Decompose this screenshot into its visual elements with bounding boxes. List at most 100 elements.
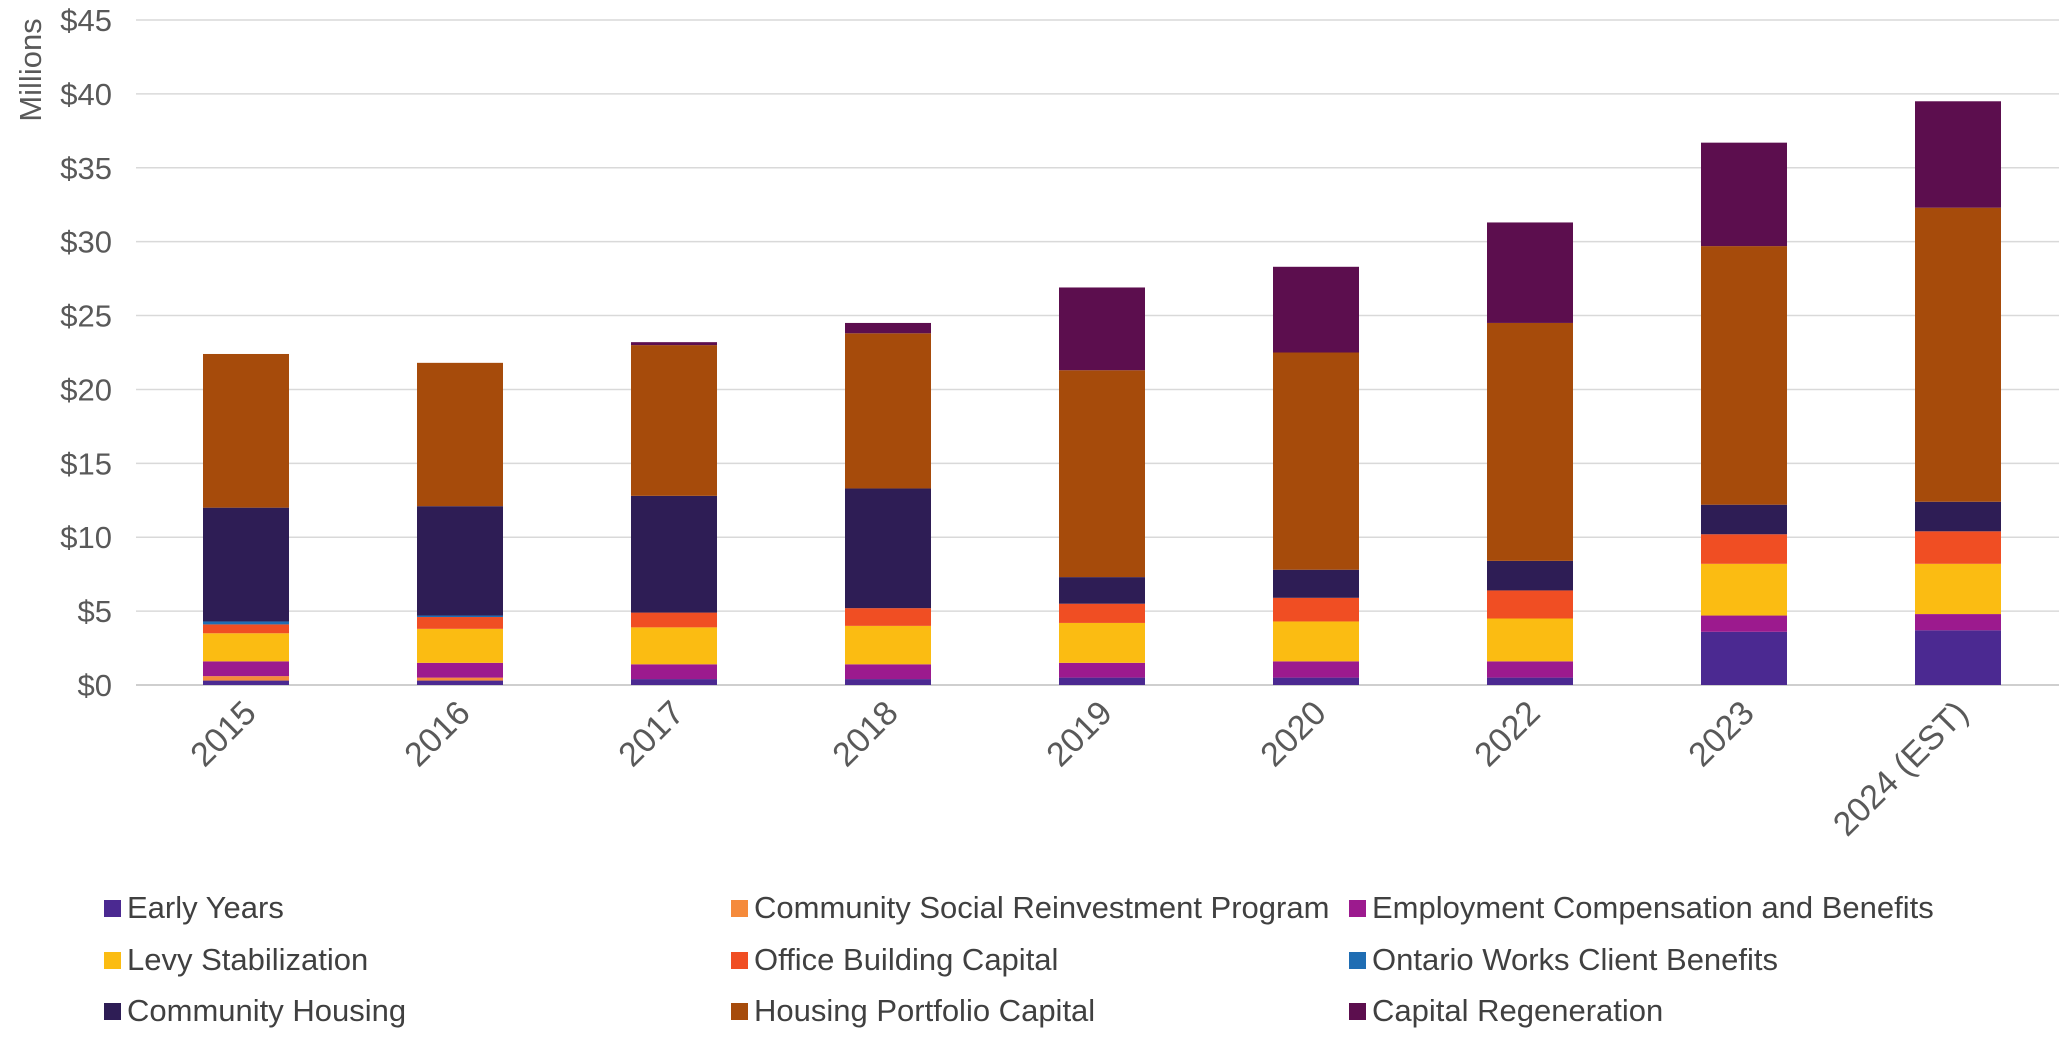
- x-tick-label: 2015: [183, 694, 263, 774]
- bar-segment: [203, 680, 289, 685]
- x-tick-label: 2023: [1681, 694, 1761, 774]
- bar-segment: [1915, 630, 2001, 685]
- bar-segment: [845, 608, 931, 626]
- bar-segment: [1701, 246, 1787, 505]
- bar-segment: [1059, 622, 1145, 663]
- bar-segment: [1701, 504, 1787, 535]
- bar-segment: [845, 488, 931, 609]
- legend-item: Early Years: [104, 890, 284, 926]
- bar-segment: [845, 333, 931, 489]
- legend-swatch: [731, 951, 748, 969]
- x-tick-label: 2024 (EST): [1826, 694, 1976, 844]
- legend-item: Community Housing: [104, 993, 406, 1029]
- bar-segment: [1487, 222, 1573, 323]
- bar-segment: [631, 345, 717, 496]
- legend-label: Ontario Works Client Benefits: [1372, 942, 1779, 977]
- legend-swatch: [731, 899, 748, 917]
- bar-segment: [203, 633, 289, 662]
- legend-item: Office Building Capital: [731, 942, 1058, 978]
- legend-item: Capital Regeneration: [1349, 993, 1663, 1029]
- legend-label: Housing Portfolio Capital: [754, 993, 1096, 1028]
- bar-segment: [203, 624, 289, 634]
- x-tick-labels: 2015 2016 2017 2018 2019 2020 2022 2023 2024 (ES…: [183, 694, 1975, 844]
- bar-segment: [1487, 590, 1573, 619]
- bar-segment: [631, 664, 717, 680]
- legend-label: Community Social Reinvestment Program: [754, 890, 1330, 925]
- legend-label: Office Building Capital: [754, 942, 1059, 977]
- legend-swatch: [1349, 1002, 1366, 1020]
- x-tick-label: 2019: [1039, 694, 1119, 774]
- x-tick-label: 2022: [1467, 694, 1547, 774]
- y-tick-label: $20: [60, 372, 112, 407]
- y-tick-label: $45: [60, 3, 112, 38]
- bar-segment: [631, 495, 717, 613]
- legend-item: Ontario Works Client Benefits: [1349, 942, 1778, 978]
- legend-label: Early Years: [127, 890, 284, 925]
- bar-segment: [1701, 615, 1787, 632]
- y-tick-label: $5: [78, 594, 112, 629]
- bar-segment: [1487, 618, 1573, 662]
- bar-segment: [1701, 631, 1787, 685]
- x-tick-label: 2018: [825, 694, 905, 774]
- legend-item: Employment Compensation and Benefits: [1349, 890, 1934, 926]
- bar-segment: [845, 625, 931, 665]
- stacked-bar-chart: $0$5$10$15$20$25$30$35$40$45 2015 2016 201…: [13, 3, 2059, 844]
- y-tick-label: $10: [60, 520, 112, 555]
- y-tick-label: $15: [60, 446, 112, 481]
- bar-segment: [1915, 531, 2001, 564]
- legend-label: Levy Stabilization: [127, 942, 369, 977]
- legend-swatch: [1349, 951, 1366, 969]
- bar-segment: [417, 506, 503, 616]
- bar-segment: [1059, 577, 1145, 604]
- bar-segment: [1487, 560, 1573, 591]
- bar-segment: [203, 353, 289, 508]
- legend-swatch: [104, 899, 121, 917]
- legend-swatch: [104, 951, 121, 969]
- bar-segment: [845, 679, 931, 685]
- legend-swatch: [104, 1002, 121, 1020]
- bar-segment: [631, 342, 717, 346]
- legend-swatch: [1349, 899, 1366, 917]
- y-tick-label: $0: [78, 668, 112, 703]
- bar-segment: [1487, 677, 1573, 685]
- bar-segment: [417, 628, 503, 663]
- legend-label: Community Housing: [127, 993, 407, 1028]
- bar-segment: [1915, 614, 2001, 631]
- y-tick-labels: $0 $5 $10 $15 $20 $25 $30 $35 $40 $45: [60, 3, 112, 703]
- bar-segment: [1059, 287, 1145, 371]
- bar-segment: [1701, 534, 1787, 564]
- bar-segment: [1059, 603, 1145, 623]
- bar-segment: [1701, 563, 1787, 616]
- bar-segment: [1915, 207, 2001, 502]
- bar-segment: [417, 680, 503, 685]
- legend-item: Community Social Reinvestment Program: [731, 890, 1329, 926]
- bar-segment: [845, 322, 931, 334]
- bar-segment: [631, 627, 717, 665]
- legend-swatch: [731, 1002, 748, 1020]
- y-axis-label: Millions: [13, 18, 48, 121]
- bar-segment: [417, 662, 503, 678]
- bar-segment: [1273, 621, 1359, 662]
- bar-segment: [1915, 101, 2001, 208]
- bar-segment: [417, 617, 503, 629]
- bar-segment: [203, 621, 289, 625]
- x-tick-label: 2020: [1253, 694, 1333, 774]
- bar-segment: [1273, 266, 1359, 353]
- bar-segment: [1273, 352, 1359, 570]
- legend-label: Capital Regeneration: [1372, 993, 1664, 1028]
- x-tick-label: 2017: [611, 694, 691, 774]
- x-tick-label: 2016: [397, 694, 477, 774]
- legend-item: Housing Portfolio Capital: [731, 993, 1095, 1029]
- y-tick-label: $40: [60, 77, 112, 112]
- bar-segment: [417, 677, 503, 681]
- bar-segment: [203, 507, 289, 622]
- y-tick-label: $25: [60, 299, 112, 334]
- bar-segment: [1059, 662, 1145, 678]
- bar-segment: [417, 362, 503, 507]
- bar-segment: [1273, 569, 1359, 598]
- bar-layer: [203, 101, 2001, 685]
- bar-segment: [203, 676, 289, 681]
- bar-segment: [1059, 677, 1145, 685]
- bar-segment: [1487, 661, 1573, 678]
